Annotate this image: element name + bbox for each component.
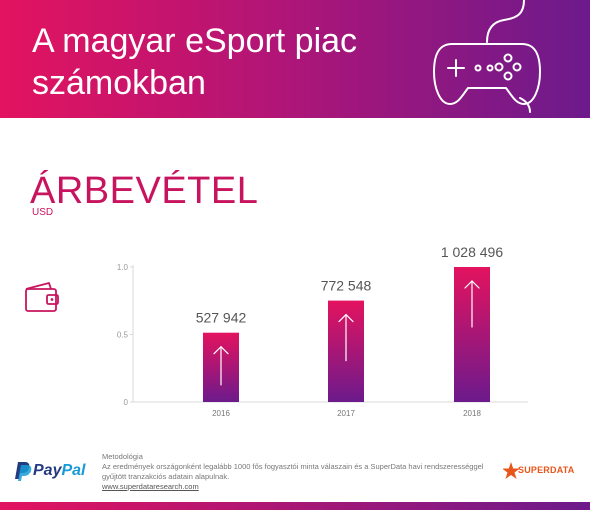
y-tick-label: 0 <box>124 398 129 407</box>
section-title: ÁRBEVÉTEL <box>30 170 259 212</box>
x-tick-label: 2016 <box>212 409 230 418</box>
y-tick-label: 1.0 <box>117 263 129 272</box>
arrow-up-icon <box>213 345 229 386</box>
page-title-line1: A magyar eSport piac <box>32 22 358 60</box>
methodology-note: Metodológia Az eredmények országonként l… <box>102 452 492 492</box>
arrow-up-icon <box>464 280 480 328</box>
wallet-icon <box>25 282 59 312</box>
gamepad-icon <box>433 0 541 113</box>
x-tick-label: 2018 <box>463 409 481 418</box>
revenue-chart: 0 0.5 1.0 527 942 2016 772 548 2017 1 028 496 2… <box>117 244 528 418</box>
superdata-link[interactable]: www.superdataresearch.com <box>102 482 199 491</box>
page-title: A magyar eSport piac számokban <box>32 20 392 104</box>
superdata-logo: SUPERDATA <box>518 465 575 475</box>
x-tick-label: 2017 <box>337 409 355 418</box>
arrow-up-icon <box>338 313 354 362</box>
unit-label: USD <box>32 207 54 218</box>
superdata-star-icon <box>503 462 520 479</box>
y-tick-label: 0.5 <box>117 331 129 340</box>
data-label-2016: 527 942 <box>196 310 247 326</box>
paypal-logo-icon <box>15 462 32 481</box>
page-title-line2: számokban <box>32 64 206 102</box>
bottom-bar <box>0 502 590 510</box>
data-label-2018: 1 028 496 <box>441 244 503 260</box>
paypal-wordmark: PayPal <box>33 462 86 479</box>
methodology-title: Metodológia <box>102 452 143 461</box>
data-label-2017: 772 548 <box>321 278 372 294</box>
header-banner: A magyar eSport piac számokban <box>0 0 590 118</box>
methodology-text: Az eredmények országonként legalább 1000… <box>102 462 484 481</box>
